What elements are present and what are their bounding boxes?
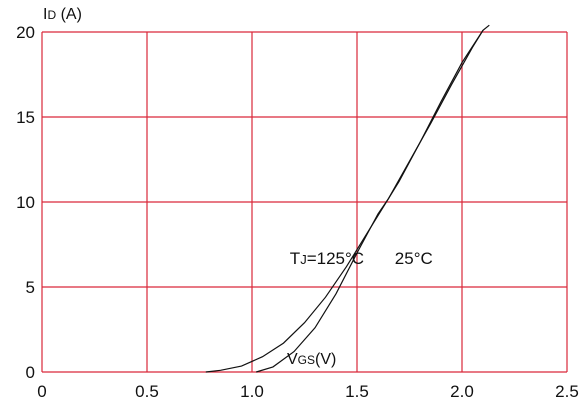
x-tick-label: 1.0 bbox=[240, 382, 264, 401]
x-tick-label: 2.0 bbox=[450, 382, 474, 401]
x-tick-label: 0.5 bbox=[135, 382, 159, 401]
series-line-0 bbox=[205, 29, 484, 373]
grid bbox=[41, 31, 568, 373]
x-tick-label: 1.5 bbox=[345, 382, 369, 401]
curve-annotation-1: 25°C bbox=[395, 249, 433, 268]
y-tick-label: 0 bbox=[26, 363, 35, 382]
tick-labels: 0 0.5 1.0 1.5 2.0 2.5 0 5 10 15 20 bbox=[16, 23, 579, 401]
curve-annotation-0: TJ=125°C bbox=[290, 249, 364, 268]
y-axis-title: ID (A) bbox=[43, 6, 82, 23]
y-tick-label: 20 bbox=[16, 23, 35, 42]
x-axis-title: VGS(V) bbox=[287, 351, 336, 368]
x-tick-label: 2.5 bbox=[555, 382, 579, 401]
curves bbox=[205, 24, 490, 373]
series-line-1 bbox=[256, 24, 490, 373]
y-tick-label: 10 bbox=[16, 193, 35, 212]
annotations: TJ=125°C 25°C bbox=[290, 249, 433, 268]
y-tick-label: 5 bbox=[26, 278, 35, 297]
x-tick-label: 0 bbox=[37, 382, 46, 401]
y-tick-label: 15 bbox=[16, 108, 35, 127]
